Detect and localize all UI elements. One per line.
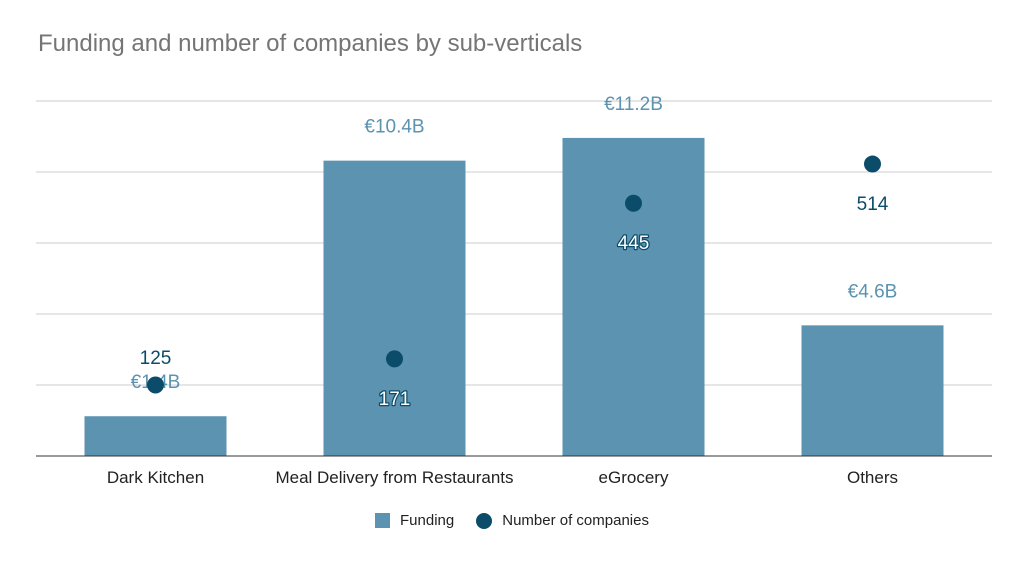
legend-item-funding[interactable]: Funding — [375, 512, 454, 529]
legend-item-companies[interactable]: Number of companies — [476, 512, 649, 529]
x-tick-label: Meal Delivery from Restaurants — [275, 468, 513, 487]
funding-bar — [323, 160, 466, 456]
legend-label-companies: Number of companies — [502, 512, 649, 529]
companies-dot-icon — [476, 512, 493, 529]
x-tick-label: eGrocery — [599, 468, 669, 487]
x-tick-label: Dark Kitchen — [107, 468, 204, 487]
funding-bar — [84, 416, 227, 456]
funding-bar — [801, 325, 944, 456]
companies-data-label: 445 — [618, 233, 650, 254]
funding-bar — [562, 137, 705, 457]
companies-data-label: 514 — [857, 194, 889, 215]
x-tick-label: Others — [847, 468, 898, 487]
funding-swatch-icon — [375, 513, 391, 528]
companies-point — [386, 350, 403, 368]
companies-point — [864, 155, 881, 173]
companies-point — [625, 194, 642, 212]
legend: Funding Number of companies — [0, 512, 1024, 529]
legend-label-funding: Funding — [400, 512, 455, 529]
funding-data-label: €11.2B — [604, 94, 663, 115]
companies-data-label: 171 — [379, 389, 411, 410]
funding-data-label: €10.4B — [364, 117, 424, 138]
chart-title: Funding and number of companies by sub-v… — [38, 30, 583, 57]
companies-data-label: 125 — [140, 348, 172, 369]
companies-point — [147, 376, 164, 394]
funding-data-label: €4.6B — [848, 281, 898, 302]
